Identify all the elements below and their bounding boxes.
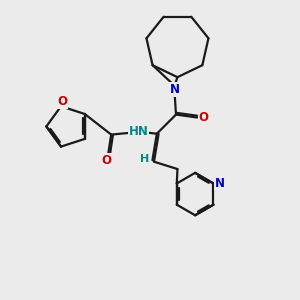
Text: O: O [199,111,209,124]
Text: O: O [58,95,68,108]
Text: HN: HN [129,125,148,138]
Text: O: O [102,154,112,167]
Text: N: N [169,83,179,96]
Text: N: N [215,177,225,190]
Text: H: H [140,154,149,164]
